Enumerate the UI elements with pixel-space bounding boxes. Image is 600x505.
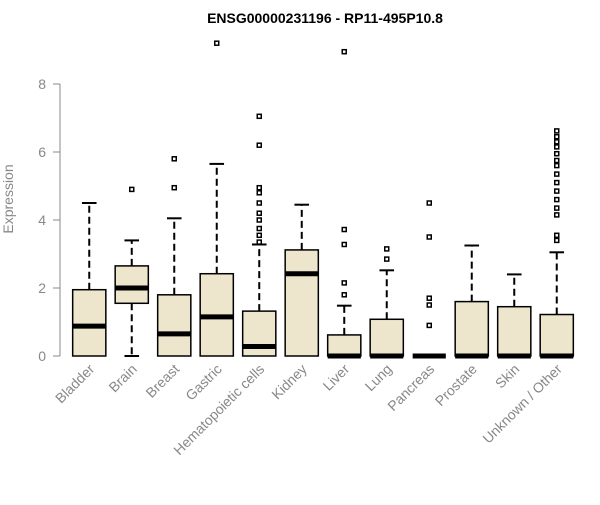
- box-11: [496, 273, 532, 359]
- outlier-point: [554, 232, 560, 239]
- box-body: [326, 334, 362, 357]
- outlier-point: [341, 48, 347, 55]
- box-body: [241, 310, 277, 357]
- outlier-point: [341, 226, 347, 233]
- outlier-point: [384, 246, 390, 252]
- outlier-point: [554, 150, 560, 157]
- outlier-point: [554, 212, 560, 218]
- box-body: [284, 249, 320, 357]
- outlier-point: [171, 184, 177, 191]
- y-tick-label: 8: [38, 76, 46, 92]
- outlier-point: [256, 217, 262, 223]
- box-1: [71, 202, 107, 357]
- box-3: [156, 156, 192, 357]
- outlier-point: [554, 179, 560, 186]
- box-12: [539, 128, 575, 359]
- outlier-point: [426, 302, 432, 308]
- x-tick-label: Liver: [320, 361, 353, 394]
- box-6: [284, 203, 320, 357]
- outlier-point: [426, 200, 432, 206]
- outlier-point: [256, 200, 262, 206]
- outlier-point: [426, 295, 432, 301]
- outlier-point: [554, 144, 560, 150]
- outlier-point: [256, 190, 262, 196]
- box-body: [114, 265, 150, 305]
- box-7: [326, 48, 362, 359]
- outlier-point: [341, 292, 347, 298]
- outlier-point: [426, 234, 432, 240]
- outlier-point: [256, 113, 262, 120]
- box-9: [412, 200, 446, 359]
- outlier-point: [256, 232, 262, 239]
- y-tick-label: 4: [38, 212, 46, 228]
- box-4: [199, 40, 235, 357]
- outlier-point: [554, 205, 560, 211]
- box-body: [454, 300, 490, 357]
- y-tick-label: 2: [38, 280, 46, 296]
- y-tick-label: 6: [38, 144, 46, 160]
- outlier-point: [554, 237, 560, 244]
- x-tick-label: Skin: [492, 361, 523, 392]
- box-10: [454, 244, 490, 359]
- outlier-point: [554, 133, 560, 140]
- y-axis: 0 2 4 6 8: [38, 76, 61, 364]
- outlier-point: [214, 40, 220, 46]
- outlier-point: [384, 256, 390, 262]
- outlier-point: [554, 171, 560, 177]
- box-body: [496, 305, 532, 357]
- outlier-point: [256, 184, 262, 191]
- outlier-point: [554, 188, 560, 194]
- outlier-point: [341, 280, 347, 286]
- outlier-point: [426, 322, 432, 329]
- outlier-point: [256, 225, 262, 232]
- x-tick-label: Kidney: [268, 361, 310, 403]
- box-body: [369, 318, 405, 357]
- outlier-point: [554, 157, 560, 164]
- outlier-point: [256, 142, 262, 148]
- x-tick-label: Unknown / Other: [479, 361, 565, 447]
- outlier-point: [129, 186, 135, 193]
- box-2: [114, 186, 150, 357]
- box-5: [241, 113, 277, 357]
- outlier-point: [256, 210, 262, 216]
- box-body: [539, 313, 575, 357]
- outlier-point: [171, 156, 177, 162]
- x-tick-label: Bladder: [52, 361, 98, 407]
- outlier-point: [554, 139, 560, 145]
- outlier-point: [554, 128, 560, 134]
- x-tick-label: Lung: [362, 361, 395, 394]
- outlier-point: [341, 241, 347, 248]
- box-group: [71, 40, 575, 359]
- outlier-point: [256, 239, 262, 245]
- y-axis-label: Expression: [0, 164, 16, 233]
- box-body: [156, 294, 192, 357]
- y-tick-label: 0: [38, 348, 46, 364]
- x-tick-label: Pancreas: [384, 361, 437, 414]
- box-8: [369, 246, 405, 359]
- chart-title: ENSG00000231196 - RP11-495P10.8: [207, 10, 443, 26]
- x-tick-label: Brain: [105, 361, 139, 395]
- box-body: [71, 288, 107, 357]
- x-tick-label: Breast: [142, 361, 182, 401]
- x-tick-label: Prostate: [432, 361, 480, 409]
- outlier-point: [554, 162, 560, 169]
- outlier-point: [554, 196, 560, 203]
